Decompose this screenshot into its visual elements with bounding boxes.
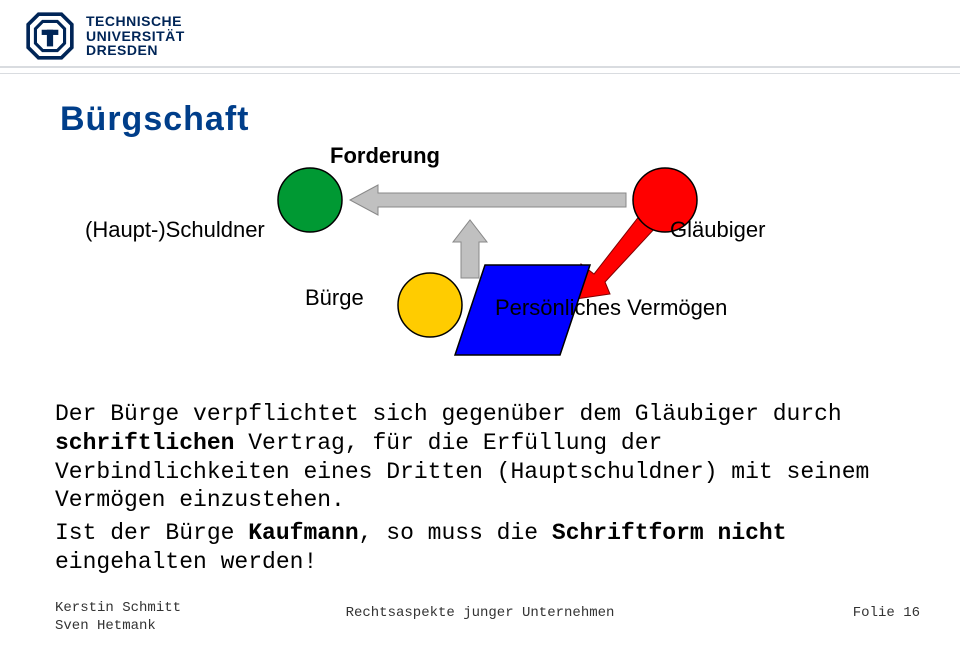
- arrow-forderung: [350, 185, 626, 215]
- paragraph-1: Der Bürge verpflichtet sich gegenüber de…: [55, 400, 900, 515]
- label-burge: Bürge: [305, 285, 364, 311]
- diagram-svg: [0, 130, 960, 390]
- label-vermogen: Persönliches Vermögen: [495, 295, 727, 321]
- label-glaubiger: Gläubiger: [670, 217, 765, 243]
- tud-logo-icon: [24, 10, 76, 62]
- footer-title: Rechtsaspekte junger Unternehmen: [0, 605, 960, 621]
- header: TECHNISCHE UNIVERSITÄT DRESDEN: [0, 0, 960, 84]
- node-burge: [398, 273, 462, 337]
- diagram: Forderung (Haupt-)Schuldner Gläubiger Bü…: [0, 130, 960, 390]
- p2-mid: , so muss die: [359, 520, 552, 546]
- paragraph-2: Ist der Bürge Kaufmann, so muss die Schr…: [55, 519, 900, 577]
- slide-page: TECHNISCHE UNIVERSITÄT DRESDEN Bürgschaf…: [0, 0, 960, 651]
- p1-pre: Der Bürge verpflichtet sich gegenüber de…: [55, 401, 842, 427]
- p2-pre: Ist der Bürge: [55, 520, 248, 546]
- p2-post: eingehalten werden!: [55, 549, 317, 575]
- logo-text: TECHNISCHE UNIVERSITÄT DRESDEN: [86, 14, 185, 58]
- footer: Kerstin Schmitt Sven Hetmank Rechtsaspek…: [0, 597, 960, 641]
- p2-bold-schriftform-nicht: Schriftform nicht: [552, 520, 787, 546]
- label-schuldner: (Haupt-)Schuldner: [85, 217, 265, 243]
- arrow-burge-up: [453, 220, 487, 278]
- header-rule-thin: [0, 73, 960, 74]
- header-rule-thick: [0, 66, 960, 68]
- label-forderung: Forderung: [330, 143, 440, 169]
- footer-page: Folie 16: [853, 605, 920, 621]
- p2-bold-kaufmann: Kaufmann: [248, 520, 358, 546]
- logo: TECHNISCHE UNIVERSITÄT DRESDEN: [24, 10, 185, 62]
- p1-bold-schriftlichen: schriftlichen: [55, 430, 234, 456]
- node-schuldner: [278, 168, 342, 232]
- body-text: Der Bürge verpflichtet sich gegenüber de…: [55, 400, 900, 581]
